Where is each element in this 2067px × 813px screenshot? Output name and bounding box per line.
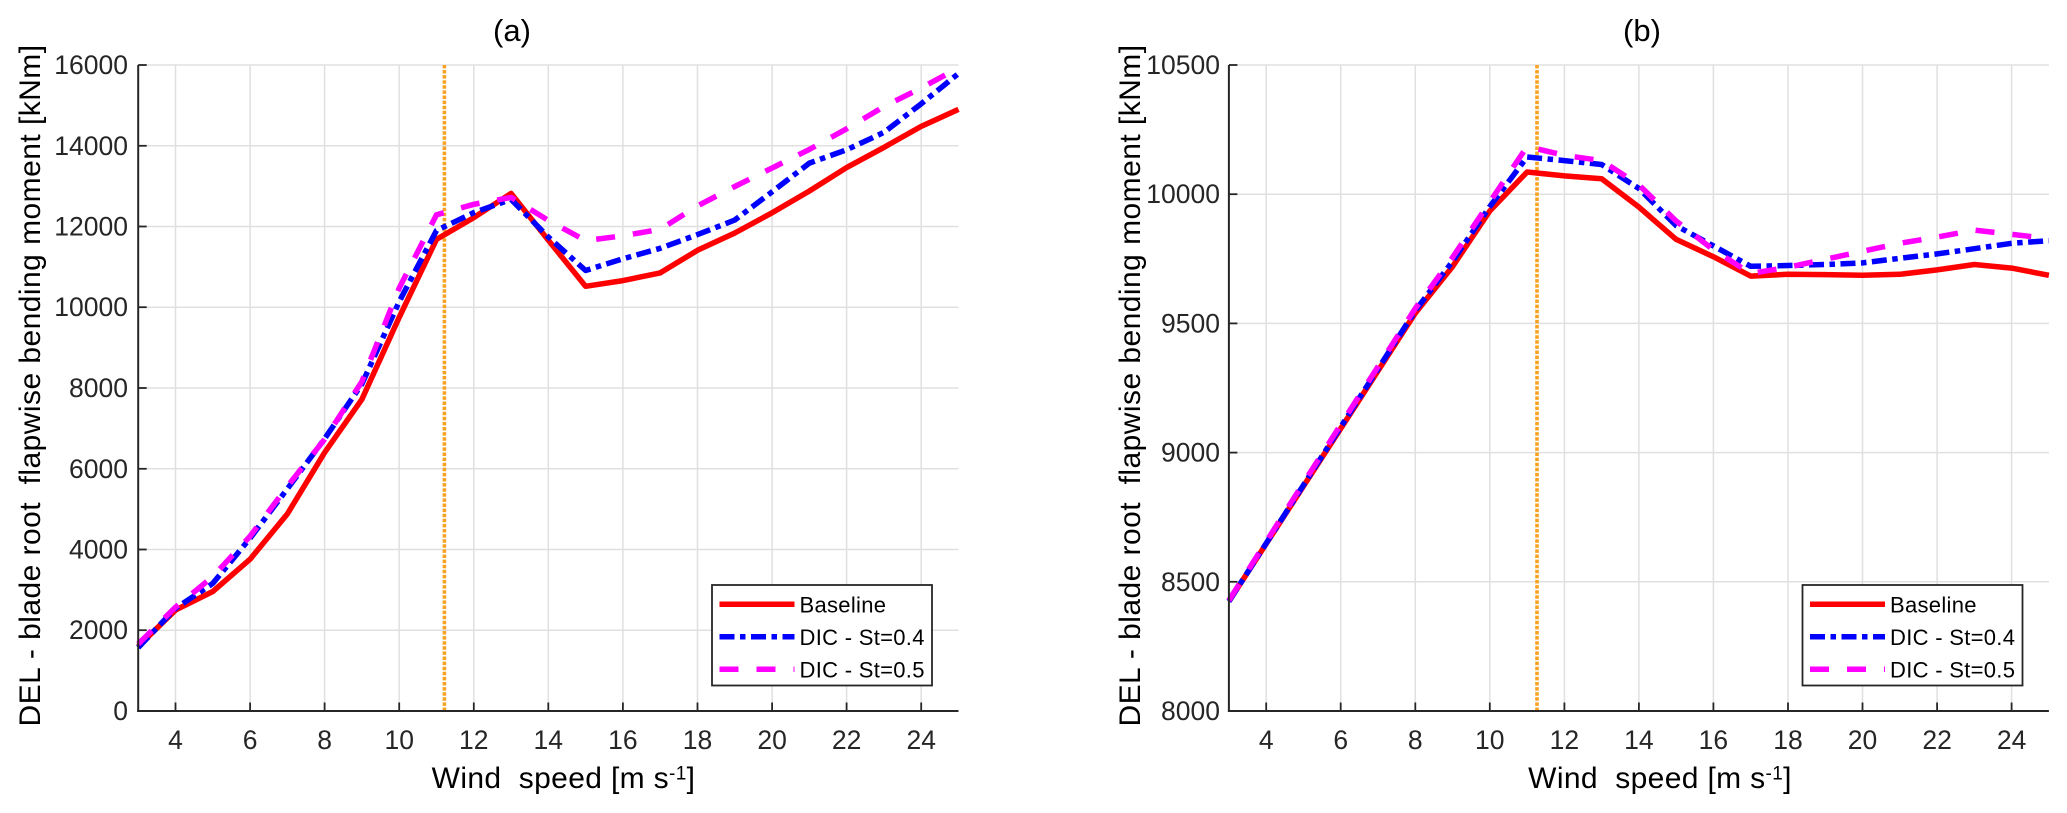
svg-text:DIC - St=0.5: DIC - St=0.5	[800, 657, 925, 682]
svg-text:10000: 10000	[1146, 179, 1220, 209]
svg-text:9500: 9500	[1161, 308, 1220, 338]
svg-text:20: 20	[757, 725, 786, 755]
svg-text:9000: 9000	[1161, 438, 1220, 468]
svg-text:DIC - St=0.4: DIC - St=0.4	[800, 625, 925, 650]
svg-text:10500: 10500	[1146, 50, 1220, 80]
svg-text:10: 10	[384, 725, 413, 755]
svg-text:20: 20	[1848, 725, 1877, 755]
svg-text:0: 0	[113, 696, 128, 726]
svg-text:DEL - blade root flapwise ben: DEL - blade root flapwise bending moment…	[1114, 44, 1147, 726]
svg-text:22: 22	[832, 725, 861, 755]
svg-text:12000: 12000	[54, 212, 128, 242]
svg-text:16: 16	[608, 725, 637, 755]
svg-text:2000: 2000	[69, 615, 128, 645]
svg-text:4000: 4000	[69, 535, 128, 565]
svg-text:6000: 6000	[69, 454, 128, 484]
svg-text:4: 4	[1259, 725, 1274, 755]
svg-text:6: 6	[243, 725, 258, 755]
svg-text:6: 6	[1333, 725, 1348, 755]
svg-text:8500: 8500	[1161, 567, 1220, 597]
svg-text:24: 24	[906, 725, 935, 755]
svg-text:DIC - St=0.5: DIC - St=0.5	[1890, 657, 2015, 682]
svg-text:DIC - St=0.4: DIC - St=0.4	[1890, 625, 2015, 650]
svg-text:14: 14	[534, 725, 563, 755]
svg-text:14: 14	[1624, 725, 1653, 755]
svg-text:24: 24	[1997, 725, 2026, 755]
svg-text:8: 8	[1408, 725, 1423, 755]
svg-text:4: 4	[168, 725, 183, 755]
svg-text:10000: 10000	[54, 292, 128, 322]
svg-text:16000: 16000	[54, 50, 128, 80]
svg-text:8000: 8000	[69, 373, 128, 403]
svg-text:8: 8	[317, 725, 332, 755]
svg-text:10: 10	[1475, 725, 1504, 755]
svg-text:(b): (b)	[1623, 13, 1661, 48]
svg-text:DEL - blade root flapwise ben: DEL - blade root flapwise bending moment…	[14, 44, 47, 726]
svg-text:Wind speed [m s-1]: Wind speed [m s-1]	[432, 762, 696, 795]
svg-text:(a): (a)	[493, 13, 531, 48]
svg-text:16: 16	[1699, 725, 1728, 755]
svg-text:Baseline: Baseline	[1890, 592, 1977, 617]
svg-text:12: 12	[459, 725, 488, 755]
svg-text:18: 18	[1773, 725, 1802, 755]
svg-text:18: 18	[683, 725, 712, 755]
svg-text:Wind speed [m s-1]: Wind speed [m s-1]	[1528, 762, 1792, 795]
svg-text:12: 12	[1550, 725, 1579, 755]
svg-text:Baseline: Baseline	[800, 592, 887, 617]
svg-text:8000: 8000	[1161, 696, 1220, 726]
svg-text:22: 22	[1922, 725, 1951, 755]
svg-text:14000: 14000	[54, 131, 128, 161]
